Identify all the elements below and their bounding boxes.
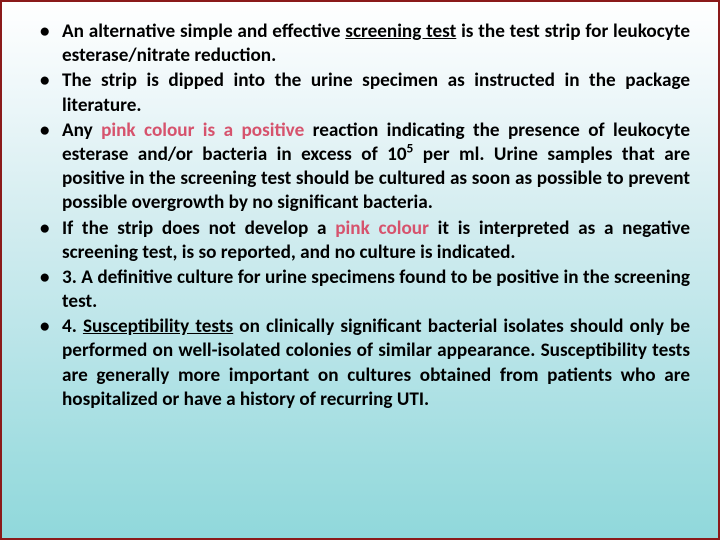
list-item: The strip is dipped into the urine speci…: [30, 69, 690, 117]
text-run: If the strip does not develop a: [62, 217, 335, 240]
list-item: 3. A definitive culture for urine specim…: [30, 266, 690, 314]
list-item: An alternative simple and effective scre…: [30, 20, 690, 68]
text-run: screening test: [345, 20, 456, 43]
text-run: pink colour is a positive: [101, 119, 304, 142]
text-run: Susceptibility tests: [83, 315, 233, 338]
text-run: An alternative simple and effective: [62, 20, 345, 43]
slide-container: An alternative simple and effective scre…: [0, 0, 720, 540]
text-run: The strip is dipped into the urine speci…: [62, 69, 690, 116]
list-item: 4. Susceptibility tests on clinically si…: [30, 315, 690, 412]
list-item: Any pink colour is a positive reaction i…: [30, 119, 690, 216]
bullet-list: An alternative simple and effective scre…: [30, 20, 690, 412]
text-run: 3. A definitive culture for urine specim…: [62, 266, 690, 313]
text-run: 4.: [62, 315, 83, 338]
list-item: If the strip does not develop a pink col…: [30, 217, 690, 265]
text-run: Any: [62, 119, 101, 142]
text-run: pink colour: [335, 217, 429, 240]
